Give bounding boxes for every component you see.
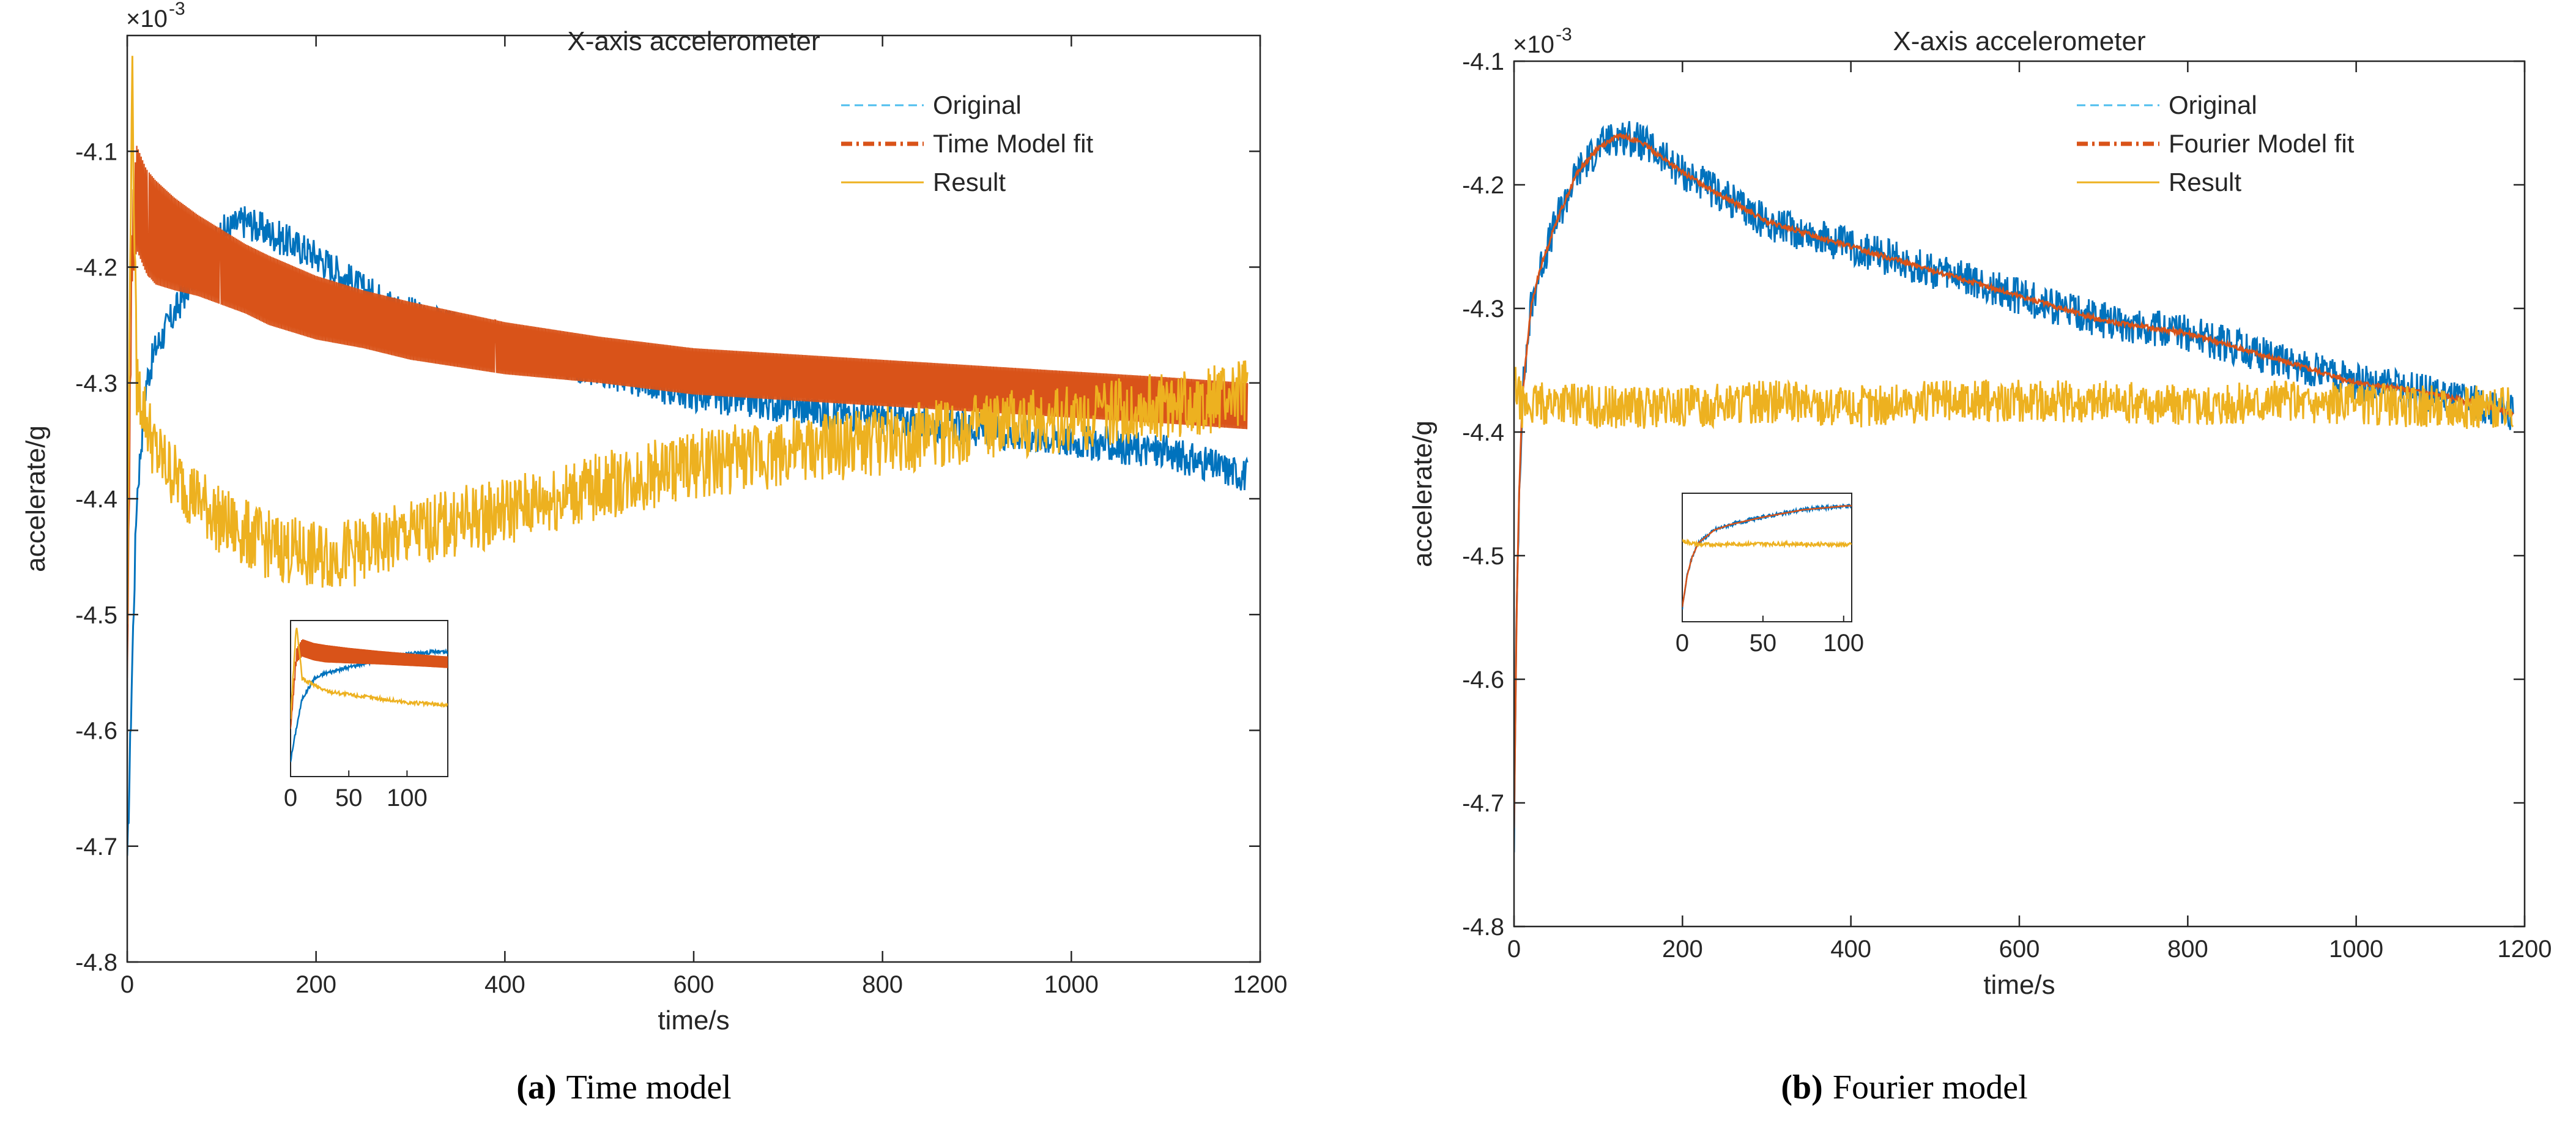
- x-tick-label: 800: [862, 971, 903, 998]
- inset-series-line: [1682, 538, 1852, 549]
- y-axis-label: accelerate/g: [1408, 420, 1438, 567]
- chart-b: 0 200 400 600 800 1000 1200-4.8-4.7-4.6-4.5-4.…: [1408, 24, 2552, 1106]
- y-tick-label: -4.8: [1462, 914, 1504, 941]
- y-tick-label: -4.1: [75, 138, 117, 165]
- caption-label: (b): [1781, 1068, 1822, 1106]
- series-line-time-model-fit: [127, 146, 1249, 679]
- caption-text: Fourier model: [1833, 1068, 2028, 1106]
- axis-exponent-power: -3: [169, 0, 185, 19]
- y-tick-label: -4.5: [1462, 543, 1504, 570]
- y-tick-label: -4.8: [75, 949, 117, 976]
- inset-series-line: [1682, 505, 1852, 608]
- caption-label: (a): [516, 1068, 556, 1106]
- x-axis-label: time/s: [1983, 970, 2055, 1000]
- x-axis-label: time/s: [658, 1005, 729, 1035]
- plot-area: [1514, 61, 2525, 927]
- y-tick-label: -4.6: [1462, 666, 1504, 693]
- x-tick-label: 200: [1662, 936, 1703, 963]
- x-tick-label: 400: [484, 971, 525, 998]
- inset-series-line: [291, 639, 448, 729]
- y-tick-label: -4.4: [75, 486, 117, 513]
- legend-label: Original: [2169, 91, 2257, 119]
- legend-label: Result: [933, 168, 1006, 196]
- x-tick-label: 600: [1999, 936, 2040, 963]
- figure-caption: (a) Time model: [516, 1068, 731, 1106]
- series-group: [1514, 121, 2514, 852]
- y-tick-label: -4.4: [1462, 419, 1504, 446]
- legend-label: Result: [2169, 168, 2241, 196]
- y-tick-label: -4.3: [75, 370, 117, 397]
- legend-label: Fourier Model fit: [2169, 129, 2355, 158]
- x-tick-label: 0: [1507, 936, 1521, 963]
- axis-exponent-power: -3: [1556, 24, 1572, 45]
- caption-text: Time model: [566, 1068, 732, 1106]
- axis-exponent: ×10: [126, 6, 168, 32]
- x-tick-label: 200: [295, 971, 336, 998]
- x-tick-label: 1000: [1044, 971, 1099, 998]
- figure-caption: (b) Fourier model: [1781, 1068, 2027, 1106]
- inset-x-tick-label: 50: [1750, 630, 1777, 657]
- inset-frame: [1682, 493, 1852, 622]
- inset-x-tick-label: 0: [1676, 630, 1689, 657]
- y-tick-label: -4.2: [1462, 172, 1504, 199]
- series-line-result: [127, 56, 1249, 625]
- inset-series-group: [291, 627, 448, 762]
- y-tick-label: -4.6: [75, 718, 117, 745]
- x-tick-label: 1200: [1233, 971, 1288, 998]
- x-tick-label: 1000: [2329, 936, 2383, 963]
- x-tick-label: 400: [1830, 936, 1871, 963]
- chart-title: X-axis accelerometer: [567, 26, 820, 56]
- series-group: [127, 56, 1249, 856]
- y-tick-label: -4.7: [1462, 790, 1504, 817]
- y-tick-label: -4.2: [75, 255, 117, 282]
- x-tick-label: 0: [121, 971, 134, 998]
- inset-x-tick-label: 100: [1823, 630, 1864, 657]
- series-line-fourier-model-fit: [1514, 132, 2514, 829]
- inset-chart: 0 50 100: [284, 620, 448, 811]
- inset-x-tick-label: 100: [387, 785, 428, 811]
- inset-x-tick-label: 50: [335, 785, 363, 811]
- x-tick-label: 600: [674, 971, 715, 998]
- plot-area: [127, 35, 1260, 962]
- chart-a: 0 200 400 600 800 1000 1200-4.8-4.7-4.6-4.5-4.…: [21, 0, 1287, 1106]
- y-tick-label: -4.5: [75, 602, 117, 628]
- inset-x-tick-label: 0: [284, 785, 297, 811]
- inset-chart: 0 50 100: [1676, 493, 1864, 657]
- inset-series-group: [1682, 503, 1852, 610]
- x-tick-label: 800: [2167, 936, 2208, 963]
- inset-series-line: [291, 627, 448, 719]
- axis-exponent: ×10: [1513, 31, 1554, 58]
- legend-label: Time Model fit: [933, 129, 1094, 158]
- y-tick-label: -4.7: [75, 833, 117, 860]
- y-axis-label: accelerate/g: [21, 425, 51, 572]
- y-tick-label: -4.1: [1462, 48, 1504, 75]
- y-tick-label: -4.3: [1462, 296, 1504, 323]
- x-tick-label: 1200: [2498, 936, 2552, 963]
- series-line-result: [1514, 367, 2514, 430]
- legend-label: Original: [933, 91, 1022, 119]
- chart-title: X-axis accelerometer: [1893, 26, 2145, 56]
